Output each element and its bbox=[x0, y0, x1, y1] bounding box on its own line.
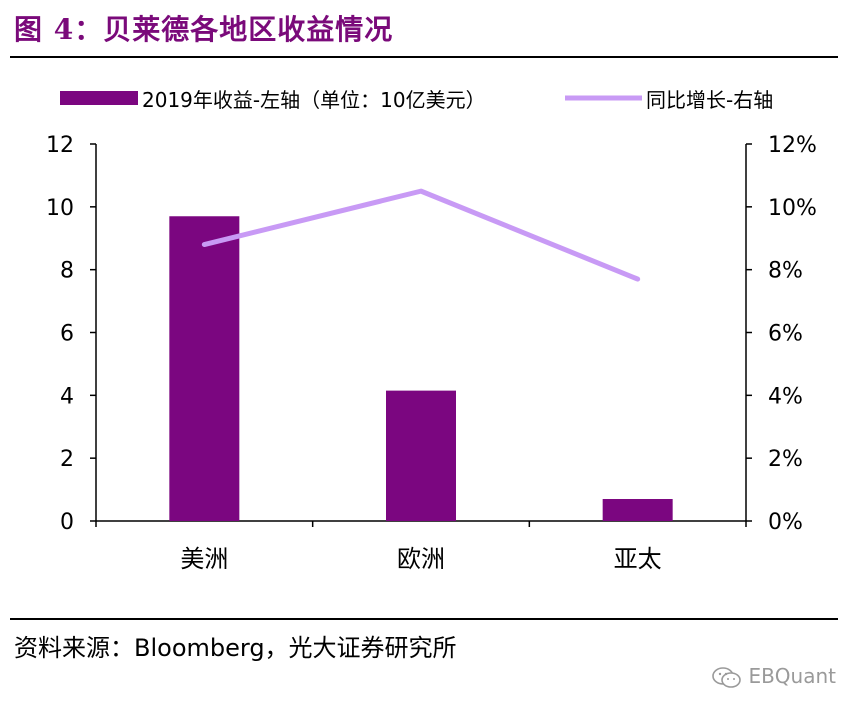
x-axis-labels: 美洲 欧洲 亚太 bbox=[180, 545, 661, 573]
left-axis-tick-label: 8 bbox=[60, 259, 74, 284]
figure-title: 图 4：贝莱德各地区收益情况 bbox=[14, 13, 394, 46]
watermark: EBQuant bbox=[712, 664, 836, 690]
legend: 2019年收益-左轴（单位：10亿美元） 同比增长-右轴 bbox=[60, 88, 773, 112]
bar-欧洲 bbox=[386, 390, 456, 521]
axes: 0 2 4 6 8 10 12 0% 2% 4% 6% 8% 10% 12% bbox=[46, 133, 817, 535]
chart: 2019年收益-左轴（单位：10亿美元） 同比增长-右轴 0 2 4 6 8 10 12 0%… bbox=[46, 88, 817, 573]
left-axis-tick-label: 10 bbox=[46, 196, 74, 221]
legend-bar-label: 2019年收益-左轴（单位：10亿美元） bbox=[142, 88, 486, 112]
line-series bbox=[201, 188, 641, 282]
left-axis-tick-label: 4 bbox=[60, 384, 74, 409]
legend-line-label: 同比增长-右轴 bbox=[646, 88, 773, 112]
x-axis-label: 亚太 bbox=[614, 545, 662, 573]
right-axis-tick-label: 12% bbox=[768, 133, 817, 158]
left-axis-tick-label: 12 bbox=[46, 133, 74, 158]
right-axis-tick-label: 10% bbox=[768, 196, 817, 221]
growth-line bbox=[201, 188, 641, 282]
bar-series bbox=[169, 216, 673, 521]
right-axis-tick-label: 0% bbox=[768, 510, 803, 535]
left-axis-tick-label: 6 bbox=[60, 322, 74, 347]
x-axis-label: 欧洲 bbox=[397, 545, 445, 573]
top-divider bbox=[10, 56, 838, 58]
left-axis-tick-label: 0 bbox=[60, 510, 74, 535]
right-axis-tick-label: 8% bbox=[768, 259, 803, 284]
bottom-divider bbox=[10, 618, 838, 620]
legend-bar-swatch bbox=[60, 91, 138, 105]
x-axis-label: 美洲 bbox=[180, 545, 228, 573]
bar-亚太 bbox=[602, 499, 673, 521]
right-axis-tick-label: 4% bbox=[768, 384, 803, 409]
left-axis-tick-label: 2 bbox=[60, 447, 74, 472]
right-axis-tick-label: 2% bbox=[768, 447, 803, 472]
wechat-icon bbox=[712, 666, 742, 688]
bar-美洲 bbox=[169, 216, 240, 521]
source-note: 资料来源：Bloomberg，光大证券研究所 bbox=[14, 634, 457, 662]
watermark-text: EBQuant bbox=[748, 664, 836, 688]
right-axis-tick-label: 6% bbox=[768, 322, 803, 347]
